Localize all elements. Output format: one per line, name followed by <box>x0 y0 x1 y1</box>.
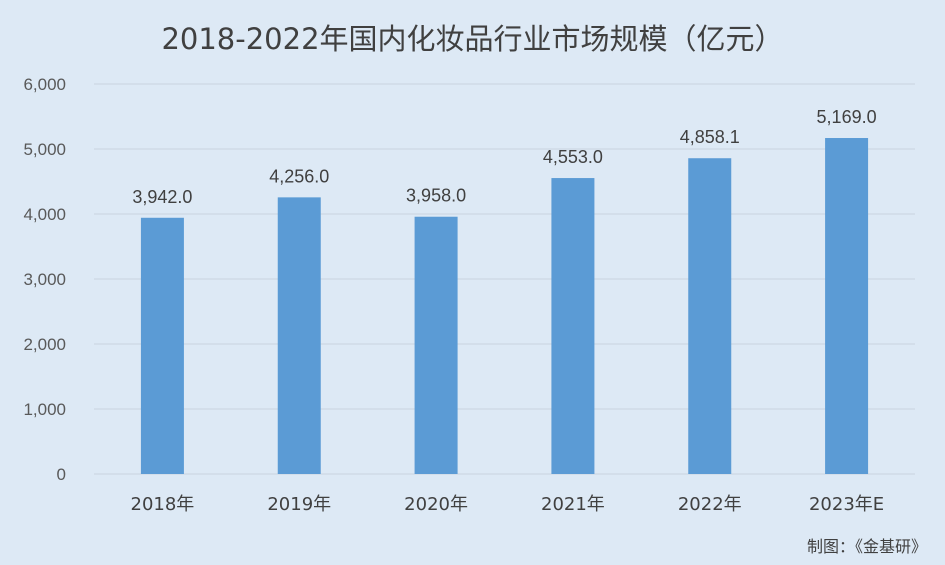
chart-title: 2018-2022年国内化妆品行业市场规模（亿元） <box>161 22 784 56</box>
y-tick-label: 4,000 <box>23 205 66 224</box>
data-label: 5,169.0 <box>817 107 877 127</box>
x-tick-label: 2020年 <box>404 494 468 515</box>
source-note: 制图：《金基研》 <box>806 537 927 556</box>
x-tick-label: 2018年 <box>131 494 195 515</box>
y-tick-label: 3,000 <box>23 270 66 289</box>
y-tick-label: 6,000 <box>23 75 66 94</box>
data-label: 3,942.0 <box>132 187 192 207</box>
bar <box>414 216 458 475</box>
data-label: 4,256.0 <box>269 166 329 186</box>
y-tick-label: 2,000 <box>23 335 66 354</box>
y-tick-label: 1,000 <box>23 400 66 419</box>
bar <box>551 178 595 474</box>
data-label: 4,553.0 <box>543 147 603 167</box>
x-tick-label: 2019年 <box>267 494 331 515</box>
data-label: 3,958.0 <box>406 186 466 206</box>
bar <box>825 138 869 474</box>
y-tick-label: 0 <box>57 465 66 484</box>
x-tick-label: 2022年 <box>678 494 742 515</box>
bar <box>277 197 321 475</box>
data-label: 4,858.1 <box>680 127 740 147</box>
bar <box>688 158 732 474</box>
x-tick-label: 2021年 <box>541 494 605 515</box>
bar <box>140 217 184 474</box>
y-tick-label: 5,000 <box>23 140 66 159</box>
x-tick-label: 2023年E <box>809 494 884 515</box>
